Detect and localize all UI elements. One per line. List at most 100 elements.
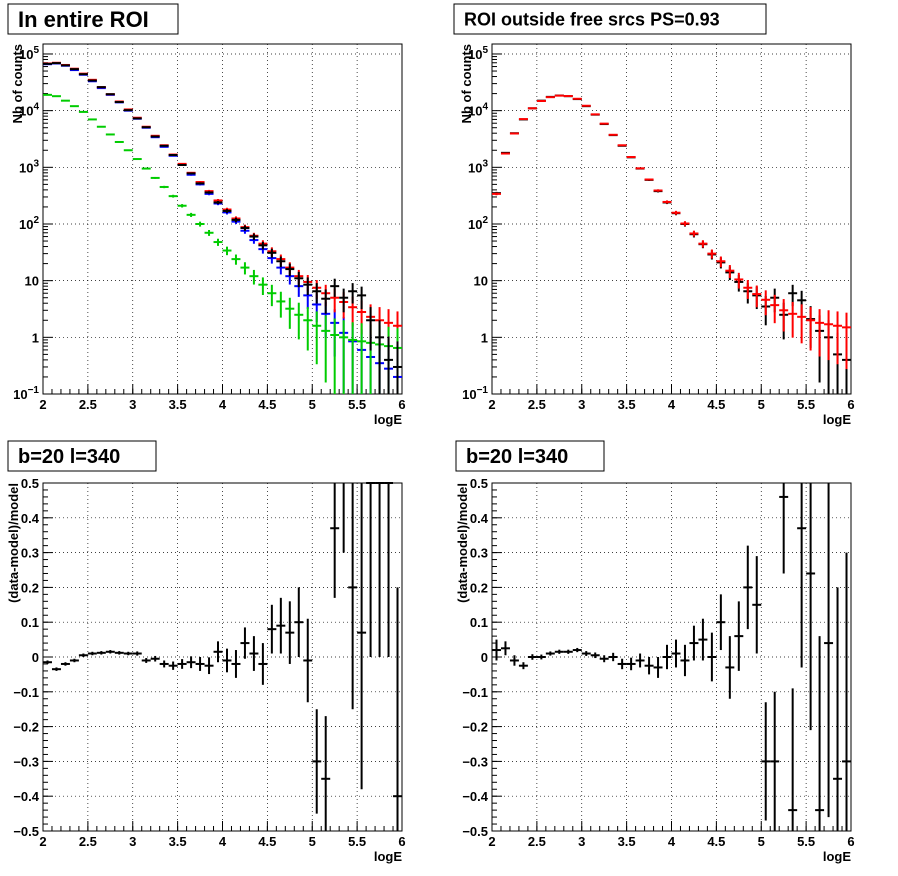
data-point — [339, 320, 349, 394]
data-point — [168, 661, 178, 670]
x-tick-label: 3 — [129, 834, 136, 849]
data-point — [123, 149, 133, 152]
data-point — [492, 192, 501, 196]
data-point — [608, 133, 618, 136]
chart-title: In entire ROI — [18, 7, 149, 32]
y-tick-label: −0.3 — [13, 754, 39, 769]
y-tick-label: 10 — [474, 274, 488, 289]
data-point — [842, 312, 851, 370]
data-point — [141, 126, 151, 129]
x-tick-label: 4.5 — [707, 397, 725, 412]
data-point — [204, 191, 214, 194]
data-point — [339, 288, 349, 313]
data-point — [590, 652, 600, 659]
data-point — [375, 482, 385, 657]
x-tick-label: 5 — [309, 834, 316, 849]
chart-panel-1: 2 2.5 3 3.5 4 4.5 5 5.5 610510410310210110−1logE… — [7, 3, 406, 427]
data-point — [500, 152, 510, 155]
x-tick-label: 4.5 — [707, 834, 725, 849]
data-point — [312, 283, 322, 304]
title-box — [453, 3, 767, 35]
data-point — [797, 483, 807, 668]
data-point — [285, 601, 295, 664]
data-point — [662, 200, 672, 204]
y-axis-label: (data-model)/model — [455, 483, 470, 603]
data-point — [321, 289, 331, 314]
plot-frame — [491, 43, 852, 395]
x-axis-label: logE — [823, 849, 851, 864]
data-point — [393, 587, 402, 831]
data-point — [150, 655, 160, 662]
x-tick-label: 4.5 — [258, 397, 276, 412]
x-tick-label: 5.5 — [797, 397, 815, 412]
data-point — [213, 238, 223, 246]
data-point — [231, 217, 241, 223]
y-tick-label: 104 — [468, 102, 488, 119]
data-point — [518, 662, 528, 670]
data-point — [213, 641, 223, 663]
data-point — [69, 658, 79, 663]
data-point — [617, 144, 627, 147]
data-point — [177, 204, 187, 208]
data-point — [743, 545, 753, 630]
data-point — [572, 647, 582, 653]
data-point — [231, 254, 241, 265]
data-point — [635, 167, 645, 170]
data-point — [671, 639, 681, 668]
data-point — [779, 299, 789, 332]
x-axis-label: logE — [823, 412, 851, 427]
data-point — [815, 636, 825, 831]
series-2 — [492, 94, 851, 370]
series-4 — [43, 62, 402, 394]
x-tick-label: 2.5 — [79, 834, 97, 849]
data-point — [267, 604, 277, 654]
data-point — [285, 297, 295, 329]
data-point — [276, 291, 286, 318]
x-tick-label: 2.5 — [528, 834, 546, 849]
data-point — [492, 639, 501, 661]
y-axis-label: Nb of counts — [10, 44, 25, 123]
chart-title: b=20 l=340 — [466, 446, 568, 468]
data-point — [303, 618, 313, 703]
data-point — [105, 133, 115, 136]
data-point — [177, 163, 187, 166]
data-point — [563, 649, 573, 654]
data-point — [249, 269, 259, 285]
data-point — [168, 153, 178, 156]
data-point — [204, 229, 214, 236]
data-point — [608, 652, 618, 662]
y-tick-label: 10−1 — [13, 385, 39, 402]
data-point — [599, 122, 609, 125]
data-point — [267, 248, 277, 258]
y-tick-label: 0.5 — [21, 476, 39, 491]
data-point — [303, 277, 313, 295]
x-tick-label: 3 — [578, 397, 585, 412]
x-tick-label: 6 — [847, 834, 854, 849]
data-point — [330, 318, 340, 394]
y-axis-label: (data-model)/model — [6, 483, 21, 603]
data-point — [294, 302, 304, 340]
data-point — [366, 307, 376, 351]
data-point — [222, 209, 232, 213]
x-tick-label: 4.5 — [258, 834, 276, 849]
data-point — [743, 280, 753, 299]
y-tick-label: 0.1 — [21, 615, 39, 630]
data-point — [824, 483, 834, 818]
data-point — [258, 643, 268, 685]
data-point — [752, 285, 762, 308]
x-tick-label: 4 — [668, 834, 676, 849]
data-point — [312, 709, 322, 814]
data-point — [518, 118, 528, 121]
data-point — [357, 286, 367, 310]
data-point — [752, 556, 762, 654]
y-tick-label: 0.3 — [21, 546, 39, 561]
x-tick-label: 5.5 — [348, 834, 366, 849]
y-tick-label: 0.2 — [21, 580, 39, 595]
data-point — [96, 651, 106, 655]
data-point — [770, 691, 780, 831]
data-point — [114, 140, 124, 143]
data-point — [240, 627, 250, 659]
data-point — [527, 654, 537, 660]
y-tick-label: 103 — [19, 158, 39, 175]
y-tick-label: 105 — [468, 45, 488, 62]
